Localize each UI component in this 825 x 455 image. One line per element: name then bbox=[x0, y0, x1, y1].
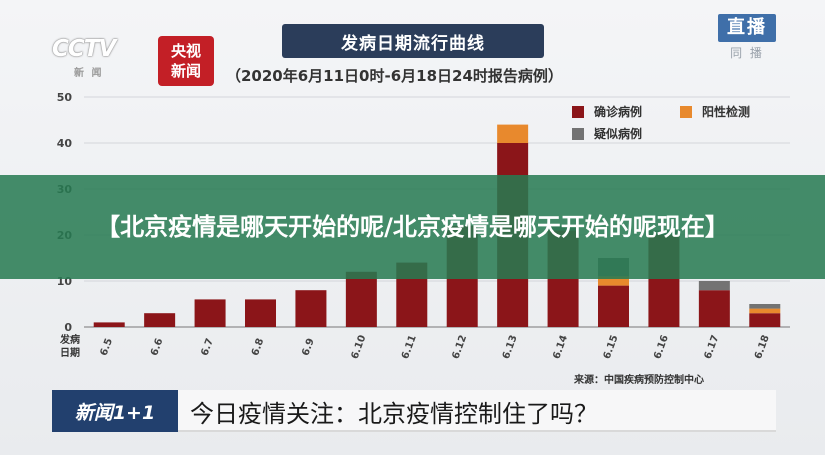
bar-confirmed bbox=[598, 285, 629, 327]
legend-label-positive: 阳性检测 bbox=[702, 105, 751, 119]
news-logo-line1: 央视 bbox=[170, 42, 201, 60]
x-tick-label: 6.11 bbox=[400, 334, 419, 361]
bar-confirmed bbox=[345, 271, 377, 327]
x-tick-label: 6.9 bbox=[300, 337, 316, 357]
bar-confirmed bbox=[93, 322, 125, 327]
x-tick-label: 6.18 bbox=[753, 334, 772, 361]
bar-positive bbox=[497, 124, 529, 143]
bar-confirmed bbox=[698, 290, 730, 327]
x-tick-label: 6.7 bbox=[200, 337, 216, 357]
bar-confirmed bbox=[245, 299, 276, 327]
x-tick-label: 6.10 bbox=[350, 334, 369, 361]
lower-third-headline: 今日疫情关注：北京疫情控制住了吗？ bbox=[190, 399, 598, 428]
bar-suspected bbox=[698, 281, 730, 291]
chart-title: 发病日期流行曲线 bbox=[282, 24, 544, 58]
lower-third: 新闻1+1 今日疫情关注：北京疫情控制住了吗？ bbox=[52, 390, 776, 432]
program-tag: 新闻1+1 bbox=[52, 390, 178, 432]
legend-label-suspected: 疑似病例 bbox=[594, 127, 643, 141]
bar-suspected bbox=[749, 304, 781, 309]
x-tick-label: 6.13 bbox=[501, 334, 520, 361]
overlay-title: 【北京疫情是哪天开始的呢/北京疫情是哪天开始的呢现在】 bbox=[96, 213, 729, 241]
live-logo: 直播 同 播 bbox=[718, 14, 776, 62]
cctv-logo-sub: 新 闻 bbox=[74, 68, 104, 79]
legend-swatch-positive bbox=[680, 105, 692, 118]
chart-subtitle: （2020年6月11日0时-6月18日24时报告病例） bbox=[226, 66, 563, 85]
cctv-logo: CCTV 新 闻 bbox=[52, 36, 154, 82]
live-logo-sub: 同 播 bbox=[730, 46, 764, 60]
y-tick-label: 40 bbox=[57, 137, 73, 150]
data-source: 来源：中国疾病预防控制中心 bbox=[574, 375, 704, 386]
news-logo-line2: 新闻 bbox=[170, 62, 201, 80]
overlay-banner: 【北京疫情是哪天开始的呢/北京疫情是哪天开始的呢现在】 bbox=[0, 175, 825, 279]
x-tick-label: 6.14 bbox=[551, 334, 570, 361]
x-tick-label: 6.8 bbox=[250, 337, 266, 357]
news-logo: 央视 新闻 bbox=[158, 36, 214, 86]
chart-legend: 确诊病例 阳性检测 疑似病例 bbox=[572, 100, 782, 148]
legend-item-confirmed: 确诊病例 bbox=[572, 103, 642, 120]
live-logo-text: 直播 bbox=[718, 14, 776, 42]
bar-positive bbox=[749, 308, 781, 314]
bar-positive bbox=[598, 276, 629, 286]
legend-swatch-suspected bbox=[572, 127, 584, 140]
cctv-logo-text: CCTV bbox=[52, 36, 116, 62]
bar-confirmed bbox=[144, 313, 176, 327]
x-axis-title: 发病 bbox=[59, 333, 80, 346]
legend-label-confirmed: 确诊病例 bbox=[594, 105, 643, 119]
legend-item-positive: 阳性检测 bbox=[680, 103, 750, 120]
x-axis-title: 日期 bbox=[60, 346, 80, 359]
bar-confirmed bbox=[749, 313, 781, 327]
x-tick-label: 6.5 bbox=[99, 337, 115, 357]
x-tick-label: 6.6 bbox=[149, 337, 165, 357]
y-tick-label: 50 bbox=[57, 91, 73, 104]
x-tick-label: 6.15 bbox=[602, 334, 621, 361]
y-tick-label: 0 bbox=[64, 321, 72, 334]
bar-confirmed bbox=[194, 299, 226, 327]
x-tick-label: 6.12 bbox=[450, 334, 469, 361]
x-tick-label: 6.17 bbox=[703, 334, 722, 361]
x-tick-label: 6.16 bbox=[652, 334, 671, 361]
bar-confirmed bbox=[295, 290, 327, 327]
legend-swatch-confirmed bbox=[572, 105, 584, 118]
legend-item-suspected: 疑似病例 bbox=[572, 125, 642, 142]
